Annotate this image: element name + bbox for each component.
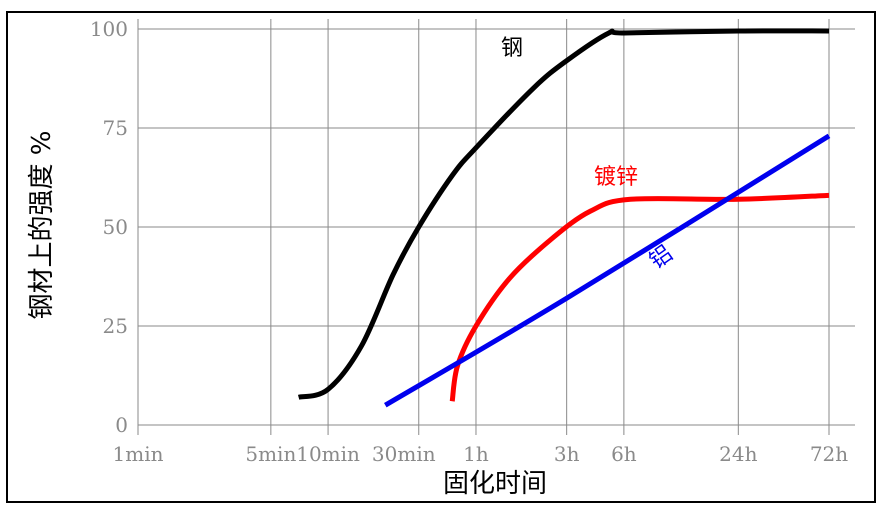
x-tick-label: 6h (611, 442, 637, 466)
x-tick-label: 5min (245, 442, 296, 466)
galvanized-series-label: 镀锌 (594, 165, 638, 190)
x-tick-label: 24h (719, 442, 757, 466)
y-tick-label: 50 (103, 215, 128, 239)
x-tick-label: 1min (113, 442, 164, 466)
x-axis-label: 固化时间 (443, 469, 547, 499)
series (297, 28, 831, 408)
steel-series-line (297, 28, 830, 400)
y-tick-label: 75 (103, 116, 128, 140)
aluminum-series-line (384, 133, 831, 408)
galvanized-series-line (449, 192, 830, 402)
x-tick-label: 1h (463, 442, 489, 466)
x-tick-label: 10min (296, 442, 360, 466)
y-tick-label: 0 (115, 413, 128, 437)
grid (137, 19, 855, 435)
steel-series-label: 钢 (501, 36, 523, 61)
chart-frame (6, 11, 876, 503)
tick-labels: 0 25 50 75 100 1min 5min 10min 30min 1h 3h 6h 24h 72h (90, 17, 848, 466)
y-tick-label: 100 (90, 17, 128, 41)
x-tick-label: 30min (372, 442, 436, 466)
x-tick-label: 3h (554, 442, 580, 466)
y-axis-label: 钢材上的强度 % (27, 131, 57, 320)
x-tick-label: 72h (810, 442, 848, 466)
y-tick-label: 25 (103, 314, 128, 338)
